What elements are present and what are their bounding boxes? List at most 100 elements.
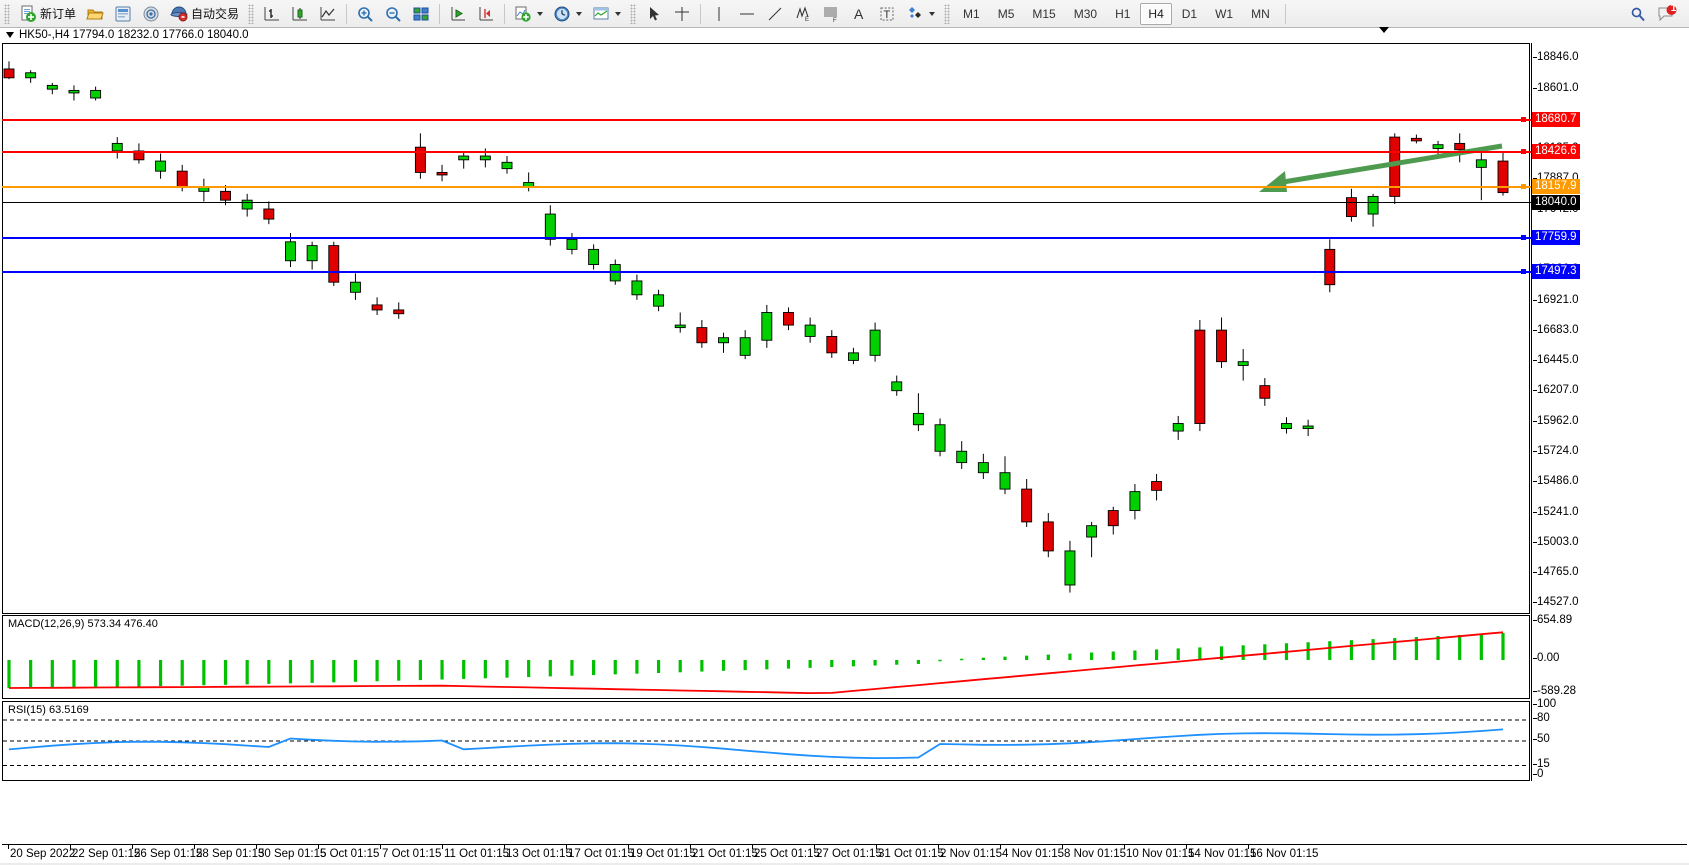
line-chart-button[interactable] [315,1,341,27]
macd-histogram-bar [1414,637,1418,660]
trendline-button[interactable] [762,1,788,27]
timeframe-w1[interactable]: W1 [1215,6,1234,21]
toolbar-separator-1 [346,3,348,24]
new-order-button[interactable]: 新订单 [15,1,80,27]
macd-axis[interactable]: 654.89 0.00 -589.28 [1532,614,1687,699]
auto-trading-button[interactable]: 自动交易 [166,1,243,27]
bar-chart-button[interactable] [259,1,285,27]
candle [544,205,556,246]
label-button[interactable]: T [874,1,900,27]
candle [977,453,989,480]
macd-histogram-bar [873,660,877,666]
macd-histogram-bar [7,660,11,689]
text-button[interactable]: A [846,1,872,27]
price-tag-support[interactable]: 17759.9 [1532,230,1580,245]
price-tag-resistance[interactable]: 18426.6 [1532,144,1580,159]
toolbar-separator-3 [504,3,506,24]
zoom-in-button[interactable] [352,1,378,27]
fibonacci-button[interactable]: F [818,1,844,27]
chevron-down-icon[interactable] [929,11,936,16]
auto-scroll-button[interactable] [473,1,499,27]
rsi-pane[interactable]: RSI(15) 63.5169 [2,701,1530,781]
period-button[interactable] [549,1,586,27]
candle [436,164,448,182]
chevron-down-icon[interactable] [537,11,544,16]
macd-signal-line [8,631,1504,695]
signals-button[interactable] [138,1,164,27]
timeframe-h1[interactable]: H1 [1115,6,1131,21]
time-tick [318,845,319,849]
vline-button[interactable] [706,1,732,27]
toolbar-grip-4[interactable] [944,3,951,24]
time-label: 4 Nov 01:15 [1002,848,1065,860]
cursor-button[interactable] [641,1,667,27]
timeframe-m15[interactable]: M15 [1032,6,1056,21]
toolbar-separator-4 [700,3,702,24]
folder-button[interactable] [82,1,108,27]
price-axis[interactable]: 18846.018601.018363.018125.017887.017642… [1532,43,1687,614]
chevron-down-icon[interactable] [576,11,583,16]
rsi-axis[interactable]: 100 80 50 15 0 [1532,698,1687,781]
timeframe-d1[interactable]: D1 [1181,6,1198,21]
time-tick [132,845,133,849]
timeframe-m30[interactable]: M30 [1073,6,1098,21]
macd-histogram-bar [1458,635,1462,660]
candlestick-chart-button[interactable] [287,1,313,27]
toolbar-grip[interactable] [4,3,10,24]
macd-histogram-bar [1219,646,1224,660]
level-line-resistance[interactable] [2,119,1531,121]
price-tag-last-price[interactable]: 18040.0 [1532,195,1580,210]
macd-histogram-bar [223,660,228,685]
chart-collapse-icon[interactable] [6,32,14,38]
timeframe-h4[interactable]: H4 [1140,2,1172,25]
search-button[interactable] [1625,1,1651,27]
timeframe-mn[interactable]: MN [1251,6,1270,21]
time-tick [566,845,567,849]
level-line-last-price[interactable] [2,202,1531,203]
zoom-out-button[interactable] [380,1,406,27]
candle [1281,417,1292,434]
macd-histogram-bar [158,660,163,687]
price-pane[interactable] [2,43,1530,614]
candle [1151,473,1163,501]
price-tag-support[interactable]: 17497.3 [1532,264,1580,279]
hline-button[interactable] [734,1,760,27]
toolbar-grip-2[interactable] [248,3,255,24]
level-line-support[interactable] [2,271,1531,273]
elliott-wave-button[interactable]: E [790,1,816,27]
chart-tile-button[interactable] [408,1,434,27]
toolbar-grip-3[interactable] [630,3,637,24]
macd-histogram-bar [29,660,33,688]
market-watch-button[interactable] [110,1,136,27]
time-axis[interactable]: 20 Sep 2022 22 Sep 01:15 26 Sep 01:15 28 Se… [2,844,1687,863]
candle [198,178,210,202]
cursor-icon [645,5,663,23]
macd-histogram-bar [830,660,834,668]
candle [1042,513,1054,558]
macd-histogram-bar [765,660,769,670]
templates-button[interactable] [588,1,625,27]
macd-histogram-bar [1371,639,1375,660]
indicators-button[interactable] [510,1,547,27]
level-line-support[interactable] [2,237,1531,239]
price-tag-pivot[interactable]: 18157.9 [1532,179,1580,194]
timeframe-m5[interactable]: M5 [997,6,1015,21]
chart-canvas[interactable]: MACD(12,26,9) 573.34 476.40 RSI(15) 63.5… [2,43,1687,844]
time-label: 25 Oct 01:15 [754,848,820,860]
pane-collapse-marker[interactable] [1379,27,1389,33]
macd-pane[interactable]: MACD(12,26,9) 573.34 476.40 [2,615,1530,699]
chevron-down-icon[interactable] [615,11,622,16]
objects-button[interactable] [902,1,939,27]
price-tag-resistance[interactable]: 18680.7 [1532,112,1580,127]
timeframe-m1[interactable]: M1 [963,6,980,21]
chat-button[interactable]: 1 [1653,1,1681,27]
crosshair-button[interactable] [669,1,695,27]
macd-histogram-bar [1436,636,1440,660]
level-line-resistance[interactable] [2,151,1531,153]
macd-histogram-bar [1154,649,1159,660]
rsi-label: RSI(15) 63.5169 [8,704,89,716]
macd-label: MACD(12,26,9) 573.34 476.40 [8,618,158,630]
chart-shift-button[interactable] [445,1,471,27]
level-line-pivot[interactable] [2,186,1531,188]
macd-histogram-bar [786,660,791,669]
